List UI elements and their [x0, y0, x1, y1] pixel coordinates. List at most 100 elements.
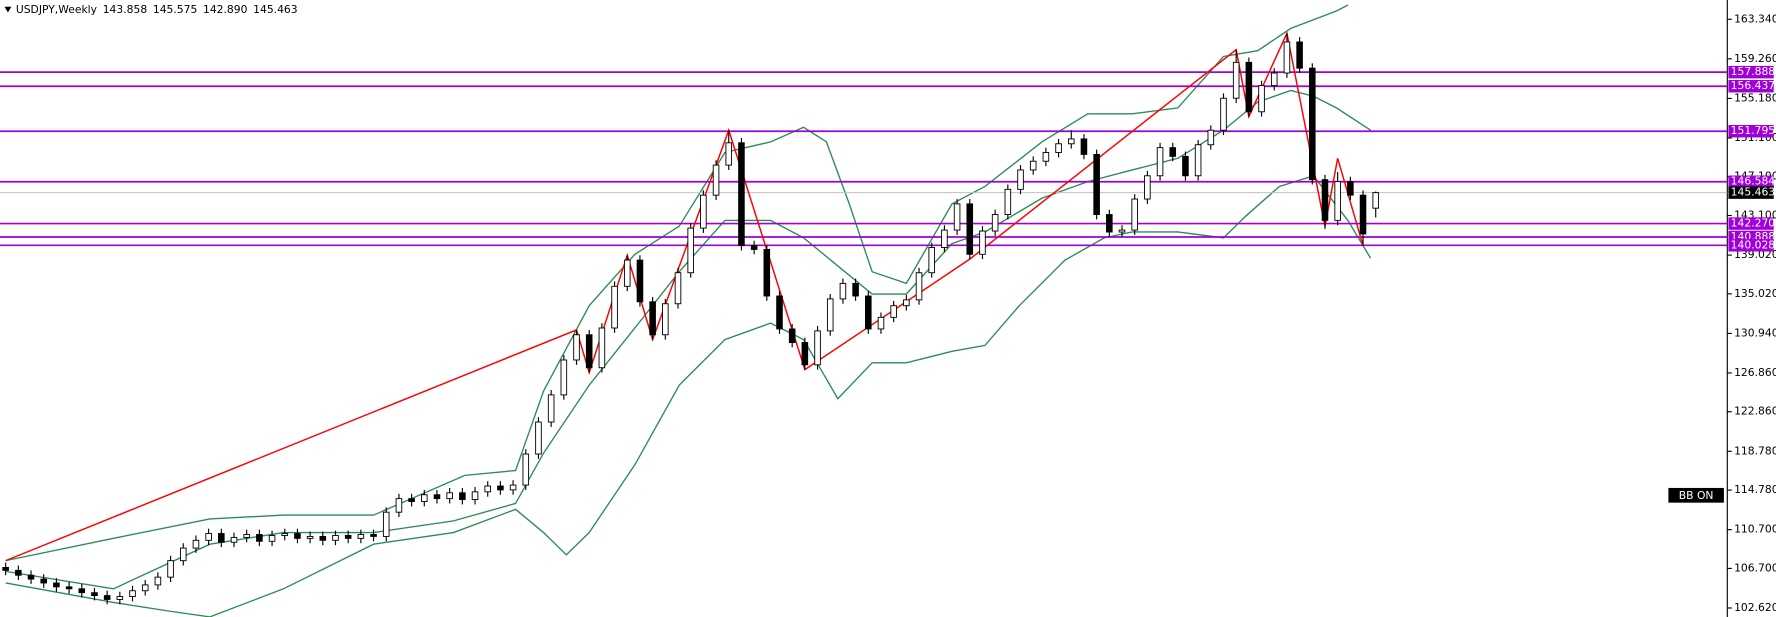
bollinger-band: [5, 4, 1349, 562]
candle-body: [357, 534, 365, 539]
candle-body: [953, 203, 961, 231]
candle-body: [636, 259, 644, 303]
candle-body: [826, 298, 834, 332]
candle-body: [649, 301, 656, 336]
candle-body: [230, 536, 238, 543]
candle-body: [459, 492, 466, 501]
level-label-bg: [1728, 175, 1774, 188]
candle-body: [91, 592, 98, 597]
candle-body: [306, 535, 314, 539]
candle-body: [497, 485, 504, 491]
candle-body: [928, 247, 936, 274]
candle-body: [1207, 129, 1215, 146]
chart-title: USDJPY,Weekly: [16, 3, 98, 16]
level-label: 151.795: [1731, 124, 1775, 137]
candle-body: [370, 534, 377, 537]
candle-body: [1004, 188, 1012, 216]
candle-body: [1270, 72, 1278, 87]
candle-body: [1055, 143, 1062, 153]
candle-body: [1118, 229, 1126, 233]
candle-body: [1080, 138, 1088, 155]
candle-body: [1232, 61, 1240, 99]
candle-body: [1334, 181, 1341, 221]
candle-body: [78, 588, 86, 594]
candle-body: [40, 578, 48, 584]
button-label[interactable]: BB ON: [1679, 489, 1714, 502]
candle-body: [865, 295, 872, 330]
candle-body: [446, 492, 453, 500]
y-tick-label: 130.940: [1734, 326, 1776, 339]
candle-body: [852, 282, 859, 297]
candle-body: [776, 295, 783, 330]
candle-body: [268, 535, 276, 542]
candle-body: [319, 535, 327, 541]
candle-body: [65, 586, 73, 590]
candle-body: [1169, 147, 1177, 157]
candle-body: [763, 249, 771, 297]
candle-body: [1029, 160, 1037, 171]
candle-body: [1156, 147, 1164, 177]
header-value: 142.890: [203, 3, 248, 16]
candle-body: [1220, 97, 1227, 131]
candle-body: [408, 498, 415, 502]
bb-button[interactable]: BB ON: [1668, 487, 1724, 503]
candle-body: [395, 498, 403, 513]
candle-body: [1359, 194, 1367, 235]
candle-body: [243, 534, 250, 538]
candle-body: [598, 327, 606, 369]
candle-body: [2, 567, 9, 571]
candle-body: [1321, 179, 1329, 221]
candle-body: [662, 303, 669, 336]
candle-body: [471, 491, 479, 501]
candle-body: [979, 230, 986, 255]
candle-body: [738, 142, 745, 247]
current-price-label: 145.463: [1731, 186, 1775, 199]
zigzag-line: [5, 30, 1364, 562]
candle-body: [1131, 198, 1138, 231]
candle-body: [1309, 67, 1316, 181]
candle-body: [573, 334, 580, 361]
candle-body: [1258, 85, 1265, 113]
candle-body: [903, 299, 910, 307]
candle-body: [509, 484, 517, 491]
header-value: 145.575: [153, 3, 197, 16]
candle-body: [218, 533, 225, 543]
candle-body: [281, 533, 289, 536]
candle-body: [1042, 152, 1050, 162]
candle-body: [611, 285, 618, 329]
candle-body: [484, 485, 492, 493]
y-tick-label: 122.860: [1734, 405, 1776, 418]
candle-body: [801, 342, 809, 366]
menu-arrow: [4, 6, 12, 13]
candle-body: [700, 194, 707, 229]
candle-body: [674, 272, 682, 305]
candle-body: [1347, 181, 1354, 196]
level-label: 142.270: [1731, 217, 1776, 230]
candle-body: [788, 328, 796, 343]
candle-body: [27, 574, 35, 580]
button-bg[interactable]: [1668, 487, 1724, 503]
header-value: 145.463: [253, 3, 297, 16]
candle-body: [991, 214, 999, 232]
candle-body: [167, 560, 174, 578]
candle-body: [535, 421, 542, 455]
candle-body: [129, 590, 136, 597]
candle-body: [344, 535, 352, 539]
level-label-bg: [1728, 79, 1774, 93]
y-tick-label: 159.260: [1734, 52, 1776, 65]
candle-body: [1245, 61, 1253, 113]
candle-body: [1093, 153, 1100, 216]
candle-body: [205, 533, 212, 541]
candle-body: [1283, 41, 1291, 74]
y-tick-label: 102.620: [1734, 601, 1776, 614]
y-tick-label: 118.780: [1734, 444, 1776, 457]
candle-body: [522, 453, 530, 486]
price-label-bg: [1728, 186, 1774, 199]
candle-body: [725, 142, 733, 166]
candle-body: [839, 282, 847, 300]
level-label-bg: [1728, 124, 1774, 138]
candle-body: [712, 164, 720, 196]
